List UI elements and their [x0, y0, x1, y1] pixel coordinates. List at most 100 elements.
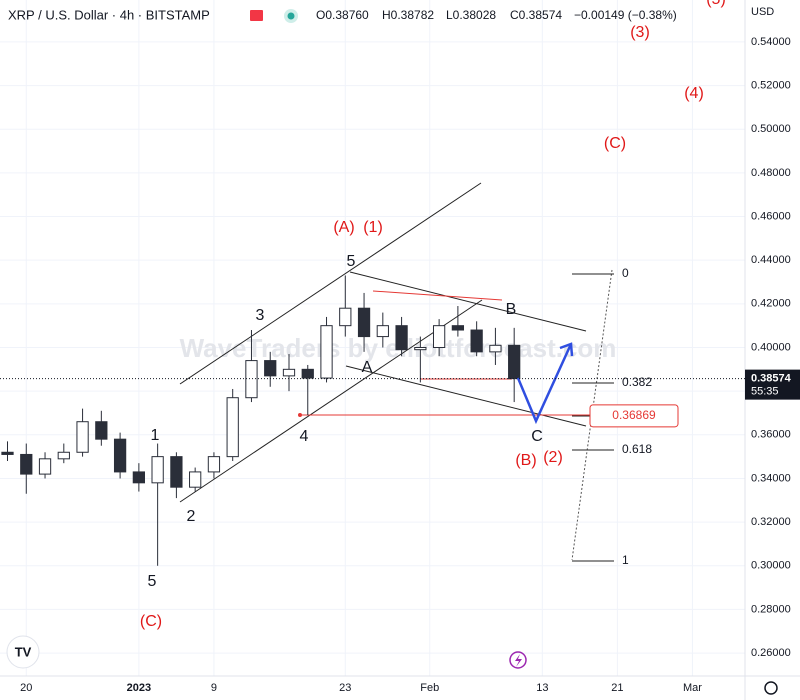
channel-line — [179, 299, 483, 503]
candle-body — [1, 451, 14, 455]
wave-label: (5) — [706, 0, 726, 8]
y-tick-label: 0.52000 — [751, 79, 791, 91]
tv-logo[interactable]: TV — [6, 635, 40, 669]
ohlc-value: C0.38574 — [510, 8, 562, 22]
candle-body — [151, 456, 164, 484]
candle-body — [357, 307, 371, 338]
header-values: O0.38760 H0.38782 L0.38028 C0.38574 −0.00149… — [316, 8, 677, 22]
y-tick-label: 0.44000 — [751, 254, 791, 266]
x-tick-label: 2023 — [127, 682, 151, 694]
x-tick-label: 21 — [611, 682, 623, 694]
countdown: 55:35 — [751, 386, 779, 398]
candle-body — [320, 325, 333, 379]
x-tick-label: Feb — [420, 682, 439, 694]
last-price-label: 0.38574 — [751, 373, 792, 385]
red-dot — [298, 413, 302, 417]
candle-body — [95, 421, 108, 440]
y-tick-label: 0.28000 — [751, 603, 791, 615]
channel-line — [179, 182, 482, 385]
candle-body — [301, 368, 314, 379]
candle-body — [245, 360, 258, 399]
flag-icon — [250, 10, 263, 21]
wave-label: (B) — [515, 452, 536, 469]
ohlc-value: −0.00149 (−0.38%) — [574, 8, 677, 22]
candle-body — [508, 344, 521, 380]
flash-icon[interactable] — [509, 651, 527, 669]
ohlc-value: O0.38760 — [316, 8, 369, 22]
candle-body — [376, 325, 389, 338]
wave-label: (A) — [333, 219, 354, 236]
y-tick-label: 0.48000 — [751, 167, 791, 179]
x-tick-label: 23 — [339, 682, 351, 694]
channel-line — [345, 365, 587, 427]
candle-body — [20, 453, 33, 475]
y-tick-label: 0.54000 — [751, 36, 791, 48]
arrow-head — [559, 342, 574, 357]
y-tick-label: 0.40000 — [751, 341, 791, 353]
last-price-tag — [745, 369, 800, 400]
wave-label: 4 — [300, 428, 309, 445]
candle-body — [226, 397, 239, 458]
y-tick-label: 0.50000 — [751, 123, 791, 135]
y-tick-label: 0.36000 — [751, 429, 791, 441]
currency: USD — [751, 6, 774, 18]
candle-body — [38, 458, 52, 475]
wave-label: C — [531, 428, 543, 445]
wave-label: (C) — [140, 613, 162, 630]
level-tag — [589, 404, 679, 428]
candle-body — [395, 325, 408, 351]
candle-body — [207, 456, 221, 473]
candle-body — [414, 346, 427, 351]
fib-label: 1 — [622, 553, 629, 567]
y-tick-label: 0.32000 — [751, 516, 791, 528]
candle-body — [170, 456, 183, 488]
wave-label: 3 — [256, 307, 265, 324]
wave-label: B — [506, 301, 517, 318]
y-tick-label: 0.42000 — [751, 298, 791, 310]
x-tick-label: Mar — [683, 682, 702, 694]
x-tick-label: 20 — [20, 682, 32, 694]
wave-label: 1 — [151, 427, 160, 444]
candles — [1, 275, 521, 566]
fib-diagonal — [571, 269, 613, 561]
candle-body — [189, 471, 202, 488]
wave-label: 5 — [347, 253, 356, 270]
status-dot — [287, 12, 295, 20]
ohlc-value: H0.38782 — [382, 8, 434, 22]
fib-label: 0.618 — [622, 442, 652, 456]
flash-glyph — [515, 654, 522, 667]
wave-label: (3) — [630, 24, 650, 41]
y-tick-label: 0.34000 — [751, 472, 791, 484]
header-title: XRP / U.S. Dollar · 4h · BITSTAMP — [8, 7, 210, 22]
candle-body — [489, 344, 502, 353]
y-tick-label: 0.26000 — [751, 647, 791, 659]
x-tick-label: 9 — [211, 682, 217, 694]
projection-arrow — [516, 343, 573, 425]
candle-body — [57, 451, 70, 460]
grid — [0, 0, 745, 676]
channel-line — [349, 271, 587, 332]
wave-label: 5 — [148, 573, 157, 590]
y-tick-label: 0.46000 — [751, 210, 791, 222]
candle-body — [76, 421, 89, 453]
wave-label: (4) — [684, 85, 704, 102]
x-tick-label: 13 — [536, 682, 548, 694]
wave-label: 2 — [187, 508, 196, 525]
svg-text:TV: TV — [15, 644, 32, 659]
wave-label: (1) — [363, 219, 383, 236]
candle-body — [113, 438, 127, 473]
ohlc-value: L0.38028 — [446, 8, 496, 22]
level-tag-label: 0.36869 — [612, 408, 656, 422]
candle-body — [432, 325, 446, 348]
candle-body — [132, 471, 145, 484]
candle-body — [470, 329, 483, 353]
candle-body — [451, 325, 465, 331]
wave-label: (2) — [543, 449, 563, 466]
wave-label: A — [362, 359, 373, 376]
settings-icon[interactable] — [764, 681, 778, 695]
candle-body — [264, 360, 277, 377]
candle-body — [282, 368, 296, 377]
fib-label: 0.382 — [622, 375, 652, 389]
y-tick-label: 0.30000 — [751, 560, 791, 572]
